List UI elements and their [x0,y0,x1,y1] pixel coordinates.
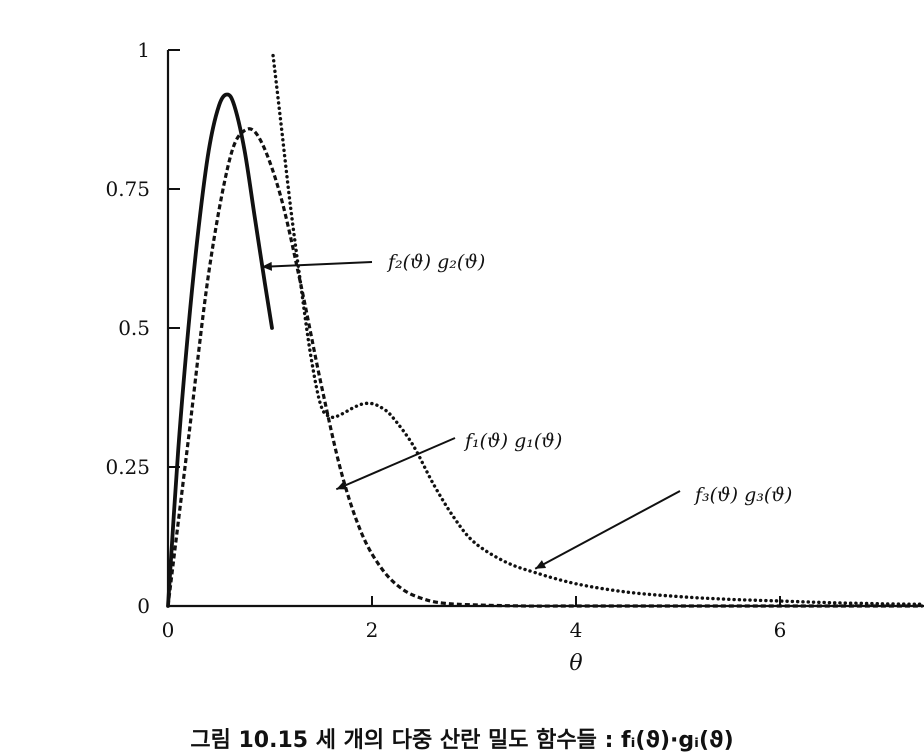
series-line-2 [166,127,923,608]
x-axis-title: θ [569,651,582,676]
annotation-arrowhead [336,481,348,490]
x-tick-label: 2 [366,618,379,642]
series-line-3 [271,53,924,606]
y-tick-label: 1 [137,38,150,62]
annotation-label: f₁(ϑ) g₁(ϑ) [463,430,562,452]
y-tick-label: 0.25 [105,455,150,479]
series-layer [166,53,924,608]
figure-caption: 그림 10.15 세 개의 다중 산란 밀도 함수들 : fᵢ(ϑ)·gᵢ(ϑ) [190,728,734,753]
x-tick-label: 0 [162,618,175,642]
annotation-label: f₂(ϑ) g₂(ϑ) [386,251,485,273]
annotation-arrowhead [261,261,272,271]
annotation-label: f₃(ϑ) g₃(ϑ) [693,484,792,506]
axes: 0 0.25 0.5 0.75 1 0 2 4 6 θ [105,38,924,676]
series-line-1 [166,92,274,608]
annotation-arrowhead [535,560,547,569]
annotation-leader-line [534,490,681,570]
y-tick-label: 0.5 [118,316,150,340]
annotation-leader-line [261,261,373,268]
y-tick-label: 0.75 [105,177,150,201]
annotation-layer: f₂(ϑ) g₂(ϑ) f₁(ϑ) g₁(ϑ) f₃(ϑ) g₃(ϑ) [261,251,792,570]
annotation-leader-line [335,437,456,491]
x-tick-label: 6 [774,618,787,642]
x-tick-label: 4 [570,618,583,642]
y-tick-label: 0 [137,594,150,618]
